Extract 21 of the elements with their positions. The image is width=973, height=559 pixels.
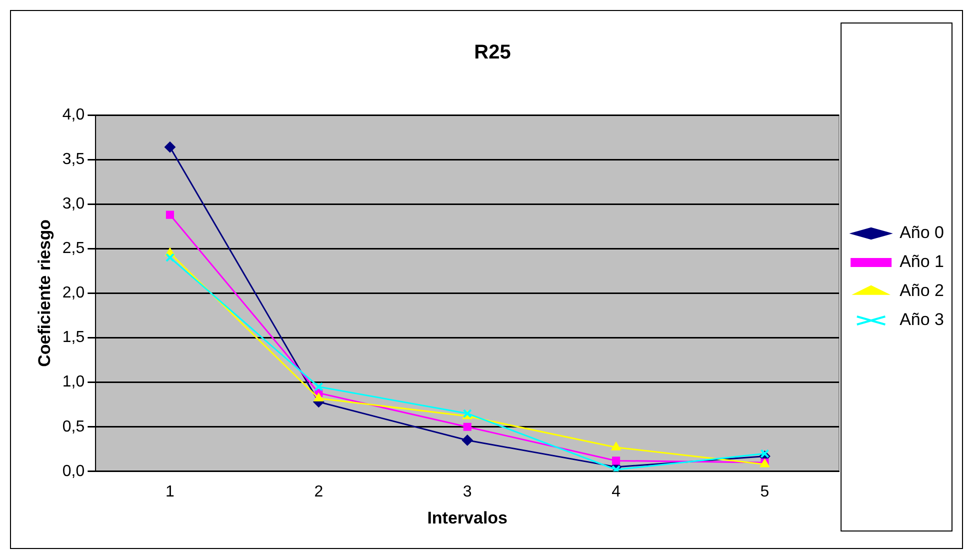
- legend-label: Año 0: [900, 223, 944, 242]
- x-tick-label: 5: [760, 483, 770, 500]
- x-tick-label: 2: [314, 483, 324, 500]
- legend-label: Año 3: [900, 310, 944, 330]
- legend-label: Año 1: [900, 252, 944, 272]
- x-axis-title: Intervalos: [427, 508, 508, 528]
- x-tick-label: 3: [462, 483, 472, 500]
- y-tick-label: 0,0: [62, 462, 85, 480]
- y-tick-label: 4,0: [62, 106, 85, 124]
- chart-title: R25: [474, 42, 511, 64]
- x-tick-label: 4: [612, 483, 621, 500]
- y-axis-title: Coeficiente riesgo: [34, 220, 54, 367]
- legend-label: Año 2: [900, 281, 944, 300]
- y-tick-label: 1,5: [62, 329, 85, 346]
- y-tick-label: 3,0: [62, 196, 85, 213]
- y-tick-label: 1,0: [62, 374, 85, 391]
- x-tick-label: 1: [166, 483, 175, 500]
- y-tick-label: 0,5: [62, 418, 85, 436]
- y-tick-label: 2,0: [62, 284, 85, 302]
- y-tick-label: 2,5: [62, 240, 85, 258]
- y-tick-label: 3,5: [62, 150, 85, 168]
